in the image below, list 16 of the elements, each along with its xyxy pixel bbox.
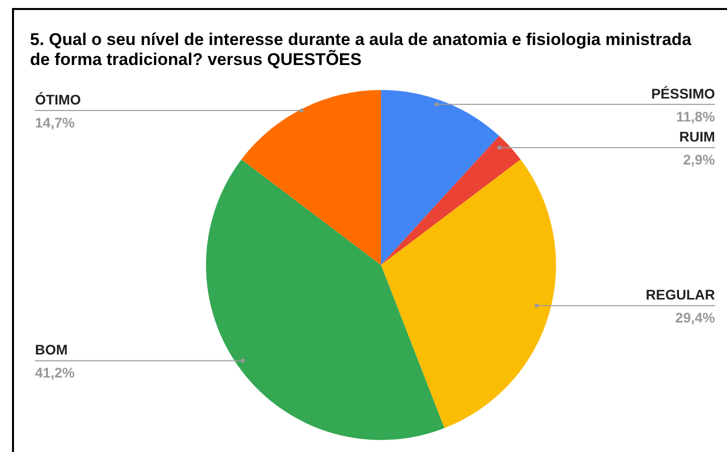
pie-slice [381, 90, 500, 265]
pie-slice [381, 159, 556, 428]
data-label: 14,7% [35, 114, 76, 130]
slice-label: ÓTIMO [35, 91, 81, 108]
chart-title: 5. Qual o seu nível de interesse durante a aula de anatomia e fisiologia ministrada de forma tradicional? versus QUESTÕES [30, 30, 692, 70]
data-label: 11,8% [676, 108, 716, 124]
slice-label: RUIM [679, 128, 715, 145]
data-label: 41,2% [35, 364, 76, 381]
slice-label: PÉSSIMO [651, 85, 716, 102]
slice-label: REGULAR [646, 286, 715, 303]
data-label: 29,4% [675, 310, 716, 326]
pie-slice [241, 90, 381, 265]
slice-label: BOM [35, 342, 68, 358]
pie-slice [206, 159, 444, 440]
data-label: 2,9% [683, 152, 716, 168]
pie-slice [381, 136, 521, 265]
